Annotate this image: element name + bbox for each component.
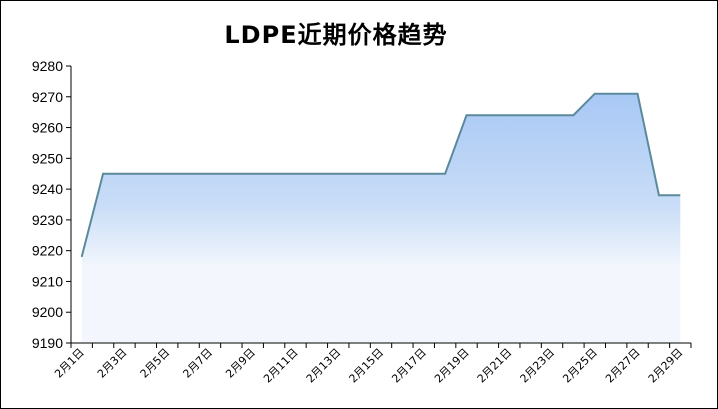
data-point: [530, 114, 532, 116]
data-point: [658, 194, 660, 196]
data-point: [380, 173, 382, 175]
data-point: [466, 114, 468, 116]
x-tick-label: 2月15日: [347, 346, 387, 386]
y-tick-label: 9280: [32, 58, 63, 74]
x-tick-label: 2月17日: [389, 346, 429, 386]
x-tick-label: 2月19日: [432, 346, 472, 386]
data-point: [294, 173, 296, 175]
data-point: [252, 173, 254, 175]
data-point: [551, 114, 553, 116]
data-point: [444, 173, 446, 175]
y-tick-label: 9190: [32, 335, 63, 351]
y-tick-label: 9200: [32, 304, 63, 320]
data-point: [487, 114, 489, 116]
x-tick-label: 2月3日: [95, 346, 130, 381]
data-point: [594, 93, 596, 95]
y-tick-label: 9210: [32, 273, 63, 289]
data-point: [102, 173, 104, 175]
chart-title: LDPE近期价格趋势: [224, 21, 448, 49]
y-tick-label: 9270: [32, 89, 63, 105]
data-point: [423, 173, 425, 175]
data-point: [123, 173, 125, 175]
x-tick-label: 2月21日: [475, 346, 515, 386]
x-tick-label: 2月13日: [304, 346, 344, 386]
x-tick-label: 2月25日: [560, 346, 600, 386]
data-point: [209, 173, 211, 175]
x-tick-label: 2月1日: [52, 346, 87, 381]
data-point: [508, 114, 510, 116]
data-point: [572, 114, 574, 116]
data-point: [337, 173, 339, 175]
data-point: [316, 173, 318, 175]
data-point: [615, 93, 617, 95]
x-tick-label: 2月5日: [138, 346, 173, 381]
y-tick-label: 9220: [32, 243, 63, 259]
data-point: [230, 173, 232, 175]
y-tick-label: 9250: [32, 150, 63, 166]
data-point: [188, 173, 190, 175]
data-point: [81, 256, 83, 258]
data-point: [273, 173, 275, 175]
x-tick-label: 2月9日: [223, 346, 258, 381]
x-tick-label: 2月11日: [261, 346, 301, 386]
data-point: [166, 173, 168, 175]
series-line: [80, 92, 681, 258]
x-tick-label: 2月23日: [518, 346, 558, 386]
data-point: [637, 93, 639, 95]
x-tick-label: 2月29日: [646, 346, 686, 386]
data-point: [359, 173, 361, 175]
area-fill: [81, 93, 681, 343]
y-tick-label: 9230: [32, 212, 63, 228]
x-tick-label: 2月7日: [180, 346, 215, 381]
y-tick-label: 9240: [32, 181, 63, 197]
y-tick-label: 9260: [32, 120, 63, 136]
x-tick-label: 2月27日: [603, 346, 643, 386]
data-point: [145, 173, 147, 175]
data-point: [679, 194, 681, 196]
data-point: [401, 173, 403, 175]
